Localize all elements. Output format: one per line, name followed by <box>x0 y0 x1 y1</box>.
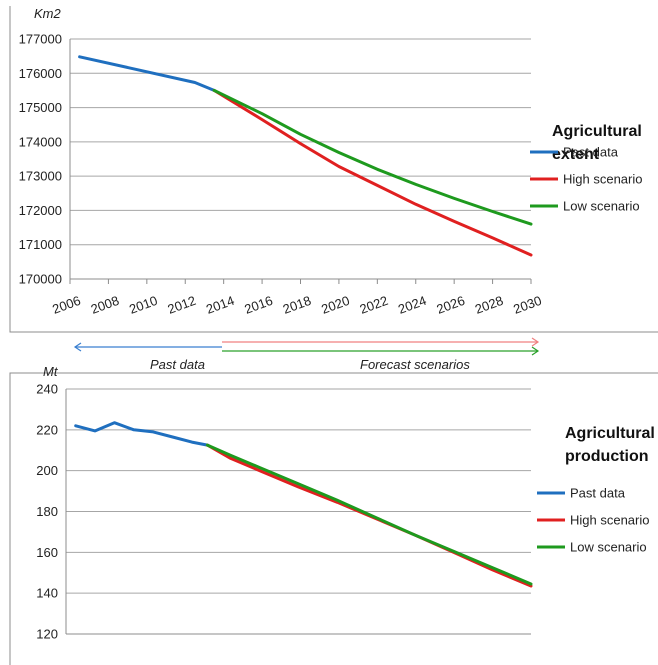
chart2-legend-label-past-data: Past data <box>570 486 626 501</box>
chart2-legend: Past data High scenario Low scenario <box>537 486 650 555</box>
chart2-legend-label-high-scenario: High scenario <box>570 513 650 528</box>
high-scenario-arrow <box>222 337 540 347</box>
chart2-title-line-1: Agricultural <box>565 425 655 442</box>
chart1-unit-label: Km2 <box>34 6 62 21</box>
chart1-series-high-scenario <box>212 88 533 257</box>
chart1-series-low-scenario <box>212 88 533 226</box>
chart1-y-tick-label: 170000 <box>19 272 62 287</box>
chart1-frame <box>9 6 658 333</box>
chart2-y-tick-label: 200 <box>36 463 58 478</box>
chart1-legend-label-high-scenario: High scenario <box>563 172 643 187</box>
chart1-y-tick-label: 177000 <box>19 32 62 47</box>
chart1-legend-label-low-scenario: Low scenario <box>563 199 640 214</box>
chart2-series-low-scenario <box>205 443 533 586</box>
chart2-y-tick-label: 120 <box>36 627 58 642</box>
chart1-x-tick-label: 2008 <box>89 293 121 317</box>
chart1-title-line-1: Agricultural <box>552 123 642 140</box>
chart-agricultural-production: Mt 120 140 160 180 200 220 240 Agricultural pr… <box>36 364 655 642</box>
chart2-y-tick-label: 240 <box>36 382 58 397</box>
chart1-x-tick-label: 2024 <box>396 293 428 317</box>
chart2-y-tick-label: 180 <box>36 504 58 519</box>
chart-agricultural-extent: Km2 170000 171000 172000 173000 174000 175000… <box>19 6 643 317</box>
chart1-legend: Past data High scenario Low scenario <box>530 145 643 214</box>
chart1-y-tick-label: 176000 <box>19 66 62 81</box>
chart1-x-tick-label: 2016 <box>242 293 274 317</box>
past-data-arrow <box>73 342 222 352</box>
chart1-y-tick-label: 172000 <box>19 203 62 218</box>
chart2-frame <box>9 372 658 665</box>
chart2-y-tick-label: 140 <box>36 586 58 601</box>
chart2-unit-label: Mt <box>43 364 59 379</box>
chart1-legend-label-past-data: Past data <box>563 145 619 160</box>
chart2-series-past-data <box>74 421 209 447</box>
period-arrows: Past data Forecast scenarios <box>73 337 540 372</box>
chart1-x-tick-label: 2020 <box>319 293 351 317</box>
chart1-x-tick-label: 2030 <box>511 293 543 317</box>
past-data-period-label: Past data <box>150 357 205 372</box>
low-scenario-arrow <box>222 346 540 356</box>
chart2-legend-label-low-scenario: Low scenario <box>570 540 647 555</box>
chart2-y-tick-label: 220 <box>36 422 58 437</box>
chart1-title-line-2: extent <box>552 146 600 163</box>
chart1-x-tick-label: 2014 <box>204 293 236 317</box>
chart1-y-tick-label: 171000 <box>19 237 62 252</box>
chart1-y-tick-label: 175000 <box>19 100 62 115</box>
chart1-x-tick-label: 2018 <box>281 293 313 317</box>
chart1-x-tick-label: 2006 <box>50 293 82 317</box>
chart2-y-tick-label: 160 <box>36 545 58 560</box>
chart1-y-tick-label: 174000 <box>19 134 62 149</box>
chart1-x-tick-label: 2026 <box>434 293 466 317</box>
chart1-x-tick-label: 2010 <box>127 293 159 317</box>
chart1-series-past-data <box>78 55 216 92</box>
forecast-period-label: Forecast scenarios <box>360 357 470 372</box>
chart1-y-tick-label: 173000 <box>19 169 62 184</box>
chart1-x-tick-label: 2012 <box>166 293 198 317</box>
chart1-x-tick-label: 2022 <box>358 293 390 317</box>
chart2-title-line-2: production <box>565 448 649 465</box>
chart1-x-tick-label: 2028 <box>473 293 505 317</box>
